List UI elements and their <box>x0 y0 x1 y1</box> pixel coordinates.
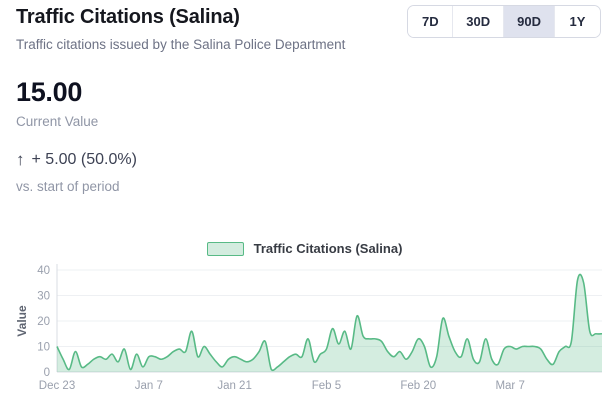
chart-legend: Traffic Citations (Salina) <box>0 241 609 256</box>
x-tick-label: Jan 21 <box>217 380 252 392</box>
y-tick-label: 30 <box>37 291 50 303</box>
up-arrow-icon: ↑ <box>16 150 25 169</box>
x-tick-label: Dec 23 <box>39 380 75 392</box>
change-caption: vs. start of period <box>16 179 120 194</box>
y-tick-label: 10 <box>37 342 50 354</box>
change-text: + 5.00 (50.0%) <box>31 151 137 168</box>
series-line <box>56 273 603 372</box>
current-value: 15.00 <box>16 77 83 107</box>
range-button-30d[interactable]: 30D <box>453 6 505 37</box>
y-tick-label: 40 <box>37 265 50 277</box>
range-button-7d[interactable]: 7D <box>408 6 454 37</box>
legend-label: Traffic Citations (Salina) <box>253 241 403 256</box>
change-indicator: ↑ + 5.00 (50.0%) <box>16 150 137 170</box>
y-axis-title: Value <box>15 305 29 337</box>
range-button-1y[interactable]: 1Y <box>555 6 600 37</box>
x-tick-label: Feb 20 <box>400 380 436 392</box>
legend-swatch <box>206 241 244 256</box>
range-button-90d[interactable]: 90D <box>504 6 555 37</box>
current-value-label: Current Value <box>16 114 99 129</box>
area-fill <box>57 274 602 372</box>
y-tick-label: 0 <box>44 367 50 379</box>
x-tick-label: Feb 5 <box>312 380 341 392</box>
y-tick-label: 20 <box>37 316 50 328</box>
page-title: Traffic Citations (Salina) <box>16 6 240 28</box>
x-tick-label: Jan 7 <box>135 380 163 392</box>
traffic-citations-area-chart[interactable]: 0 10 20 30 40 Dec 23 Jan 7 Jan 21 Feb 5 Feb 20 Mar… <box>0 260 609 405</box>
time-range-selector: 7D 30D 90D 1Y <box>407 5 601 38</box>
x-tick-label: Mar 7 <box>495 380 524 392</box>
page-subtitle: Traffic citations issued by the Salina P… <box>16 37 346 52</box>
